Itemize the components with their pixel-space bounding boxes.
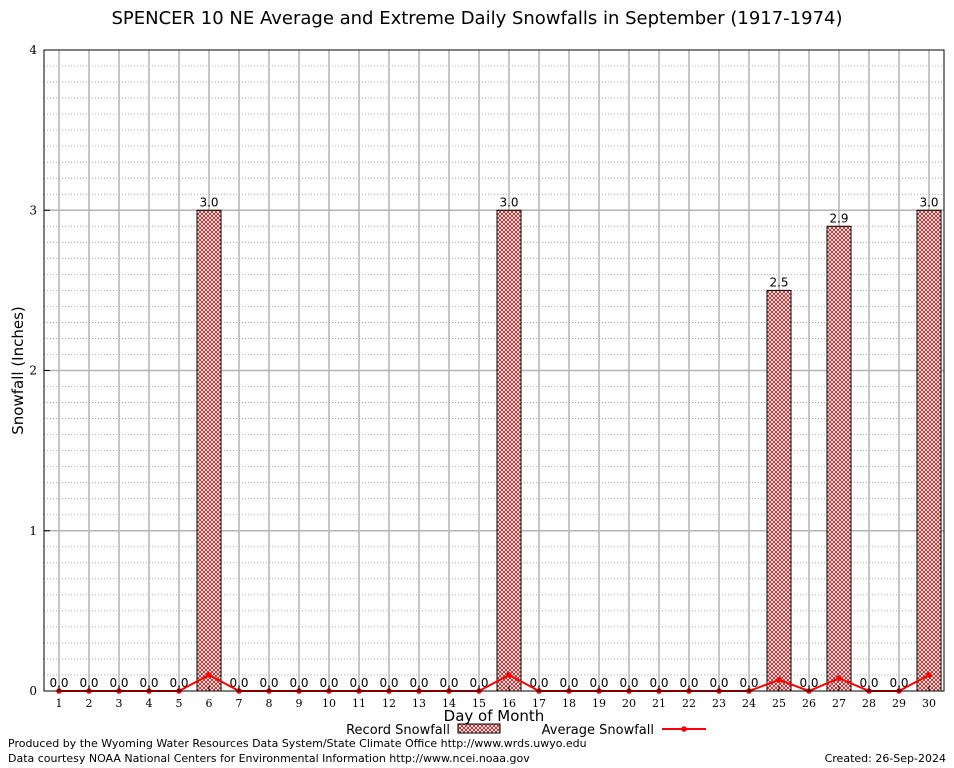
x-tick-label: 15 bbox=[472, 697, 486, 710]
chart-title: SPENCER 10 NE Average and Extreme Daily … bbox=[111, 8, 843, 29]
bar-value-label: 0.0 bbox=[469, 676, 488, 690]
bar-value-label: 0.0 bbox=[139, 676, 158, 690]
y-tick-label: 1 bbox=[29, 524, 37, 538]
average-point bbox=[836, 675, 842, 681]
bar-value-label: 0.0 bbox=[109, 676, 128, 690]
bar-value-label: 0.0 bbox=[379, 676, 398, 690]
average-series-line bbox=[59, 673, 930, 693]
x-tick-label: 10 bbox=[322, 697, 336, 710]
record-bar bbox=[496, 209, 522, 692]
average-point bbox=[506, 672, 512, 678]
bar-value-label: 3.0 bbox=[499, 195, 518, 209]
bar-value-label: 0.0 bbox=[289, 676, 308, 690]
x-tick-label: 13 bbox=[412, 697, 426, 710]
x-tick-label: 28 bbox=[862, 697, 876, 710]
bar-value-label: 3.0 bbox=[199, 195, 218, 209]
bar-value-label: 0.0 bbox=[49, 676, 68, 690]
bar-value-label: 2.5 bbox=[769, 275, 788, 289]
bar-value-label: 0.0 bbox=[409, 676, 428, 690]
legend-label-average: Average Snowfall bbox=[542, 723, 654, 738]
bar-value-label: 0.0 bbox=[439, 676, 458, 690]
x-tick-label: 7 bbox=[236, 697, 243, 710]
y-tick-label: 2 bbox=[29, 364, 37, 378]
x-tick-label: 26 bbox=[802, 697, 816, 710]
bar-value-label: 0.0 bbox=[79, 676, 98, 690]
footer-data-source: Data courtesy NOAA National Centers for … bbox=[8, 752, 530, 765]
x-tick-label: 5 bbox=[176, 697, 183, 710]
legend-swatch-average-marker bbox=[681, 726, 687, 732]
x-tick-label: 16 bbox=[502, 697, 516, 710]
average-point bbox=[926, 672, 932, 678]
bar-value-label: 0.0 bbox=[709, 676, 728, 690]
bar-value-label: 0.0 bbox=[859, 676, 878, 690]
grid bbox=[44, 50, 944, 691]
bar-value-label: 0.0 bbox=[319, 676, 338, 690]
y-tick-label: 4 bbox=[29, 43, 37, 57]
bar-value-label: 0.0 bbox=[799, 676, 818, 690]
x-tick-label: 4 bbox=[146, 697, 153, 710]
x-tick-label: 25 bbox=[772, 697, 786, 710]
x-tick-label: 30 bbox=[922, 697, 936, 710]
bar-value-label: 0.0 bbox=[739, 676, 758, 690]
x-tick-label: 29 bbox=[892, 697, 906, 710]
x-tick-label: 19 bbox=[592, 697, 606, 710]
legend: Record Snowfall Average Snowfall bbox=[346, 723, 706, 738]
x-tick-label: 6 bbox=[206, 697, 213, 710]
x-tick-label: 9 bbox=[296, 697, 303, 710]
bar-value-label: 0.0 bbox=[589, 676, 608, 690]
x-tick-label: 22 bbox=[682, 697, 696, 710]
bar-value-label: 0.0 bbox=[229, 676, 248, 690]
y-tick-label: 0 bbox=[29, 684, 37, 698]
x-tick-label: 8 bbox=[266, 697, 273, 710]
bar-value-label: 0.0 bbox=[889, 676, 908, 690]
x-tick-label: 3 bbox=[116, 697, 123, 710]
footer-producer: Produced by the Wyoming Water Resources … bbox=[8, 737, 587, 750]
record-bar bbox=[916, 209, 942, 692]
legend-swatch-record bbox=[457, 723, 501, 734]
record-bar bbox=[826, 225, 852, 692]
x-tick-label: 18 bbox=[562, 697, 576, 710]
record-bars: 0.0 0.0 0.0 0.0 0.0 3.0 0.0 0.0 0.0 0.0 0.0 0.0 0.0 0… bbox=[49, 195, 942, 692]
record-bar bbox=[766, 289, 792, 692]
x-tick-label: 24 bbox=[742, 697, 756, 710]
average-point bbox=[776, 676, 782, 683]
y-axis-label: Snowfall (Inches) bbox=[9, 306, 27, 434]
bar-value-label: 0.0 bbox=[559, 676, 578, 690]
bar-value-label: 0.0 bbox=[349, 676, 368, 690]
bar-value-label: 0.0 bbox=[169, 676, 188, 690]
x-tick-label: 11 bbox=[352, 697, 366, 710]
footer-created: Created: 26-Sep-2024 bbox=[824, 752, 946, 765]
x-tick-label: 23 bbox=[712, 697, 726, 710]
bar-value-label: 2.9 bbox=[829, 211, 848, 225]
bar-value-label: 0.0 bbox=[649, 676, 668, 690]
x-tick-label: 1 bbox=[56, 697, 63, 710]
average-point bbox=[206, 672, 212, 678]
x-axis-label: Day of Month bbox=[444, 707, 545, 725]
x-tick-label: 14 bbox=[442, 697, 456, 710]
y-tick-label: 3 bbox=[29, 203, 37, 217]
legend-label-record: Record Snowfall bbox=[346, 723, 450, 738]
x-tick-label: 27 bbox=[832, 697, 846, 710]
x-tick-label: 20 bbox=[622, 697, 636, 710]
x-tick-label: 21 bbox=[652, 697, 666, 710]
bar-value-label: 0.0 bbox=[259, 676, 278, 690]
x-tick-label: 17 bbox=[532, 697, 546, 710]
bar-value-label: 3.0 bbox=[919, 195, 938, 209]
bar-value-label: 0.0 bbox=[619, 676, 638, 690]
x-tick-label: 2 bbox=[86, 697, 93, 710]
record-bar bbox=[196, 209, 222, 692]
x-tick-label: 12 bbox=[382, 697, 396, 710]
bar-value-label: 0.0 bbox=[529, 676, 548, 690]
bar-value-label: 0.0 bbox=[679, 676, 698, 690]
